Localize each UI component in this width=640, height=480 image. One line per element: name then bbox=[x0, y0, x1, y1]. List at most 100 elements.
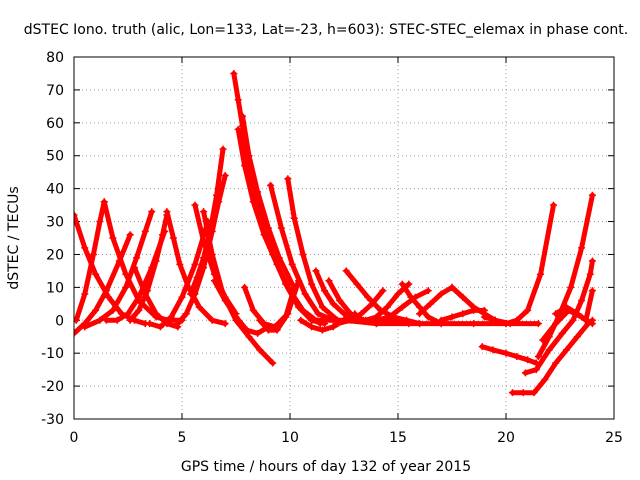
data-point bbox=[385, 313, 393, 321]
data-point bbox=[353, 280, 361, 288]
data-point bbox=[243, 326, 251, 334]
data-point bbox=[318, 303, 326, 311]
data-point bbox=[277, 224, 285, 232]
y-tick-label: -20 bbox=[41, 379, 64, 395]
x-tick-label: 20 bbox=[497, 430, 515, 446]
y-axis-label: dSTEC / TECUs bbox=[6, 186, 22, 289]
data-point bbox=[534, 352, 542, 360]
data-point bbox=[297, 316, 305, 324]
data-point bbox=[200, 264, 208, 272]
y-tick-label: 40 bbox=[46, 182, 64, 198]
data-point bbox=[578, 297, 586, 305]
y-tick-label: 30 bbox=[46, 215, 64, 231]
data-point bbox=[96, 316, 104, 324]
data-point bbox=[502, 320, 510, 328]
data-point bbox=[167, 313, 175, 321]
data-point bbox=[321, 287, 329, 295]
data-point bbox=[537, 270, 545, 278]
data-point bbox=[191, 260, 199, 268]
data-point bbox=[208, 227, 216, 235]
data-point bbox=[241, 283, 249, 291]
data-point bbox=[448, 313, 456, 321]
data-point bbox=[102, 287, 110, 295]
data-point bbox=[156, 323, 164, 331]
data-point bbox=[489, 346, 497, 354]
data-point bbox=[241, 162, 249, 170]
data-point bbox=[532, 366, 540, 374]
y-tick-label: 0 bbox=[55, 313, 64, 329]
data-point bbox=[273, 260, 281, 268]
x-tick-label: 25 bbox=[605, 430, 623, 446]
data-point bbox=[502, 349, 510, 357]
data-point bbox=[552, 359, 560, 367]
y-tick-label: 20 bbox=[46, 247, 64, 263]
data-point bbox=[308, 280, 316, 288]
y-tick-label: 70 bbox=[46, 83, 64, 99]
data-point bbox=[379, 287, 387, 295]
data-point bbox=[230, 69, 238, 77]
data-point bbox=[588, 191, 596, 199]
data-point bbox=[271, 323, 279, 331]
data-point bbox=[163, 208, 171, 216]
data-point bbox=[398, 303, 406, 311]
data-point bbox=[424, 313, 432, 321]
data-point bbox=[260, 320, 268, 328]
data-point bbox=[109, 234, 117, 242]
data-point bbox=[146, 320, 154, 328]
data-point bbox=[126, 316, 134, 324]
data-point bbox=[508, 389, 516, 397]
series-line bbox=[522, 258, 595, 376]
data-point bbox=[221, 171, 229, 179]
data-point bbox=[290, 214, 298, 222]
data-point bbox=[383, 303, 391, 311]
data-point bbox=[539, 336, 547, 344]
y-tick-label: -10 bbox=[41, 346, 64, 362]
data-point bbox=[459, 293, 467, 301]
data-point bbox=[191, 290, 199, 298]
data-point bbox=[109, 306, 117, 314]
data-point bbox=[524, 356, 532, 364]
data-point bbox=[478, 343, 486, 351]
data-point bbox=[113, 316, 121, 324]
data-point bbox=[588, 320, 596, 328]
data-point bbox=[245, 152, 253, 160]
data-point bbox=[562, 346, 570, 354]
data-point bbox=[325, 277, 333, 285]
data-point bbox=[519, 389, 527, 397]
data-point bbox=[135, 306, 143, 314]
data-point bbox=[81, 244, 89, 252]
data-point bbox=[105, 293, 113, 301]
data-point bbox=[200, 208, 208, 216]
series-line bbox=[235, 126, 323, 327]
data-point bbox=[513, 352, 521, 360]
data-point bbox=[569, 316, 577, 324]
data-point bbox=[208, 250, 216, 258]
data-point bbox=[210, 277, 218, 285]
data-point bbox=[174, 320, 182, 328]
data-point bbox=[407, 293, 415, 301]
data-point bbox=[215, 198, 223, 206]
data-point bbox=[336, 297, 344, 305]
data-point bbox=[159, 231, 167, 239]
data-point bbox=[245, 333, 253, 341]
data-point bbox=[122, 283, 130, 291]
data-point bbox=[530, 389, 538, 397]
data-point bbox=[92, 270, 100, 278]
data-point bbox=[340, 316, 348, 324]
data-point bbox=[470, 306, 478, 314]
data-point bbox=[234, 125, 242, 133]
x-tick-label: 5 bbox=[178, 430, 187, 446]
data-point bbox=[357, 310, 365, 318]
data-point bbox=[152, 257, 160, 265]
data-point bbox=[148, 208, 156, 216]
grid-lines bbox=[74, 57, 614, 419]
data-point bbox=[424, 287, 432, 295]
data-point bbox=[437, 290, 445, 298]
data-point bbox=[135, 293, 143, 301]
data-point bbox=[133, 254, 141, 262]
data-point bbox=[178, 293, 186, 301]
data-point bbox=[550, 201, 558, 209]
data-point bbox=[308, 316, 316, 324]
data-point bbox=[573, 310, 581, 318]
data-point bbox=[329, 323, 337, 331]
